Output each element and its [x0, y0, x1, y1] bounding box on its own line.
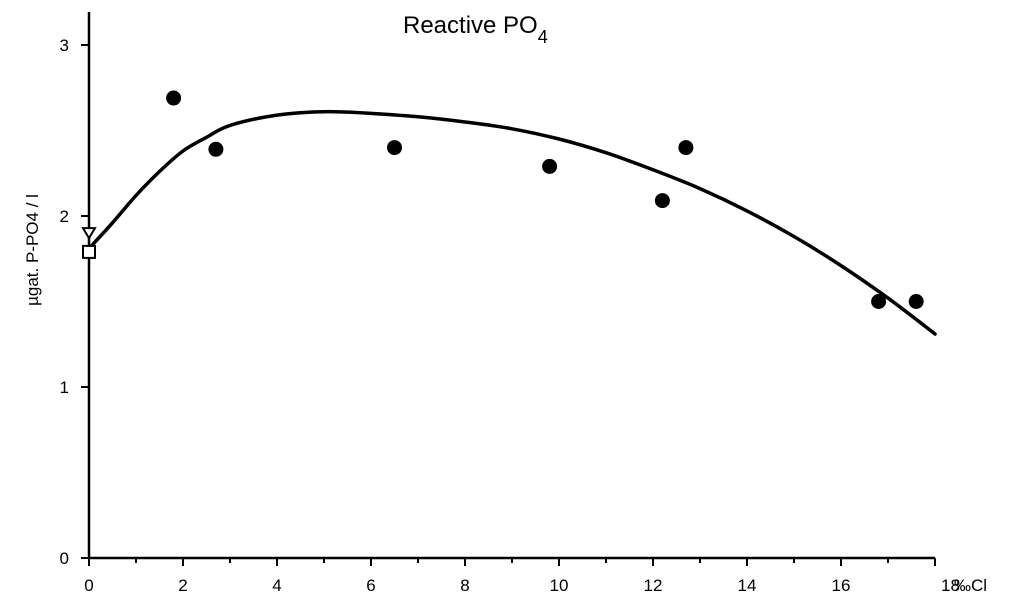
x-tick-label: 4 [272, 576, 281, 595]
data-point [871, 294, 887, 309]
x-tick-label: 8 [460, 576, 469, 595]
x-tick-label: 0 [84, 576, 93, 595]
data-point [908, 294, 924, 309]
y-tick-label: 1 [60, 378, 69, 397]
data-point [166, 90, 182, 106]
y-tick-label: 3 [60, 36, 69, 55]
y-tick-label: 2 [60, 207, 69, 226]
x-tick-label: 10 [550, 576, 569, 595]
x-tick-label: 6 [366, 576, 375, 595]
y-tick-label: 0 [60, 549, 69, 568]
chart-title-subscript: 4 [538, 27, 548, 47]
data-point [678, 140, 694, 156]
x-axis-unit-label: ‰Cl [954, 576, 987, 595]
x-tick-label: 2 [178, 576, 187, 595]
x-tick-label: 12 [644, 576, 663, 595]
open-square-point [82, 244, 96, 259]
data-point [654, 193, 670, 209]
x-tick-label: 14 [738, 576, 757, 595]
data-point [387, 140, 402, 156]
data-point [542, 158, 558, 174]
x-tick-label: 18 [941, 576, 960, 595]
fitted-curve-layer [87, 109, 937, 336]
data-points [81, 90, 924, 309]
data-point [208, 141, 224, 157]
fitted-curve [87, 109, 937, 336]
x-tick-label: 16 [832, 576, 851, 595]
chart-title: Reactive PO4 [403, 12, 548, 47]
open-triangle-point [81, 227, 97, 241]
chart-title-main: Reactive PO [403, 12, 538, 39]
y-axis-label: µgat. P-PO4 / l [23, 194, 42, 306]
